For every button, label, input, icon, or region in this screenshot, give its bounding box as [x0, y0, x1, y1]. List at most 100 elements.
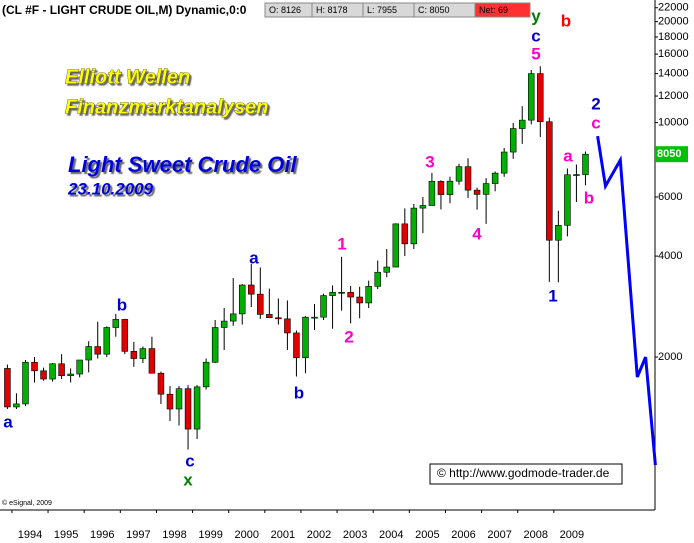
candle-body: [76, 359, 83, 375]
x-tick-label: 1994: [18, 529, 42, 541]
x-tick-label: 2002: [307, 529, 331, 541]
candle-body: [193, 386, 201, 430]
wave-label: 1: [548, 286, 557, 305]
y-tick-label: 20000: [658, 16, 689, 28]
candle-body: [202, 361, 210, 388]
y-tick-label: 4000: [658, 250, 682, 262]
y-tick-label: 18000: [658, 31, 689, 43]
wave-label: 2: [591, 94, 600, 113]
source-box: [429, 463, 623, 485]
candle-body: [338, 291, 345, 294]
x-tick-label: 2007: [487, 529, 511, 541]
x-tick-label: 1997: [126, 529, 150, 541]
x-tick-label: 1998: [162, 529, 186, 541]
y-tick-label: 22000: [658, 2, 689, 14]
y-tick-label: 6000: [658, 191, 682, 203]
candle-body: [528, 73, 535, 121]
x-tick-label: 2008: [524, 529, 548, 541]
x-tick-label: 2009: [560, 529, 584, 541]
y-tick-label: 10000: [658, 117, 689, 129]
wave-label: b: [561, 11, 571, 30]
candle-body: [500, 151, 508, 174]
y-tick-label: 12000: [658, 90, 689, 102]
wave-label: b: [584, 188, 594, 207]
candle-body: [392, 223, 400, 268]
candle-body: [437, 181, 445, 195]
wave-label: x: [183, 470, 193, 489]
date: 23.10.2009: [67, 179, 154, 198]
candle-body: [455, 166, 463, 182]
candle-body: [94, 346, 101, 355]
quote-cell: [474, 2, 531, 18]
candle-body: [401, 223, 409, 245]
candle-body: [509, 128, 517, 153]
wave-label: a: [563, 146, 573, 165]
wave-label: 4: [472, 224, 482, 243]
source: © http://www.godmode-trader.de: [437, 466, 610, 480]
candle-body: [347, 291, 354, 298]
candle-body: [302, 316, 309, 359]
price-tag-label: 8050: [657, 148, 681, 160]
credit: © eSignal, 2009: [2, 499, 52, 507]
x-tick-label: 2000: [235, 529, 259, 541]
candle-body: [537, 73, 544, 123]
candle-body: [121, 319, 129, 352]
candle-body: [419, 205, 427, 209]
candle-body: [175, 388, 183, 410]
wave-label: 5: [531, 44, 540, 63]
x-tick-label: 2006: [451, 529, 475, 541]
wave-label: 2: [344, 327, 353, 346]
candle-body: [365, 286, 372, 304]
candle-body: [275, 317, 282, 320]
candle-body: [220, 320, 228, 328]
quote-text: C: 8050: [418, 5, 450, 15]
wave-label: c: [531, 26, 540, 45]
candle-body: [482, 183, 490, 195]
candle-body: [248, 284, 255, 295]
candle-body: [582, 153, 589, 175]
wave-label: c: [185, 451, 194, 470]
wave-label: b: [117, 295, 127, 314]
x-tick-label: 2004: [379, 529, 403, 541]
candle-body: [473, 189, 481, 195]
x-tick-label: 1995: [54, 529, 78, 541]
candle-body: [329, 291, 336, 296]
wave-label: a: [249, 248, 259, 267]
y-tick-label: 16000: [658, 48, 689, 60]
quote-text: H: 8178: [316, 5, 348, 15]
quote-text: L: 7955: [367, 5, 397, 15]
price-tag: [655, 146, 688, 163]
candle-body: [31, 361, 38, 372]
candle-body: [293, 332, 300, 359]
x-tick-label: 2003: [343, 529, 367, 541]
candle-body: [157, 372, 165, 395]
candle-body: [13, 403, 20, 408]
candle-body: [564, 174, 571, 226]
wave-label: 1: [337, 234, 346, 253]
candle-body: [4, 368, 11, 408]
candle-body: [356, 296, 363, 304]
headline: Finanzmarktanalysen: [65, 96, 268, 118]
projection-line: [596, 135, 657, 466]
quote-text: Net: 69: [479, 5, 508, 15]
candle-body: [184, 388, 192, 430]
candle-body: [58, 363, 65, 376]
quote-text: O: 8126: [269, 5, 301, 15]
y-tick-label: 2000: [658, 351, 682, 363]
candle-body: [428, 181, 436, 206]
x-tick-label: 1996: [90, 529, 114, 541]
candle-body: [49, 363, 56, 380]
candle-body: [67, 373, 74, 376]
candle-body: [573, 174, 580, 176]
candle-body: [22, 361, 29, 405]
headline: Elliott Wellen: [65, 66, 190, 88]
candle-body: [555, 225, 562, 241]
candle-body: [446, 180, 454, 195]
candle-body: [257, 293, 264, 315]
candle-body: [112, 319, 120, 328]
candle-body: [229, 313, 237, 322]
wave-label: b: [294, 383, 304, 402]
candle-body: [311, 316, 318, 319]
